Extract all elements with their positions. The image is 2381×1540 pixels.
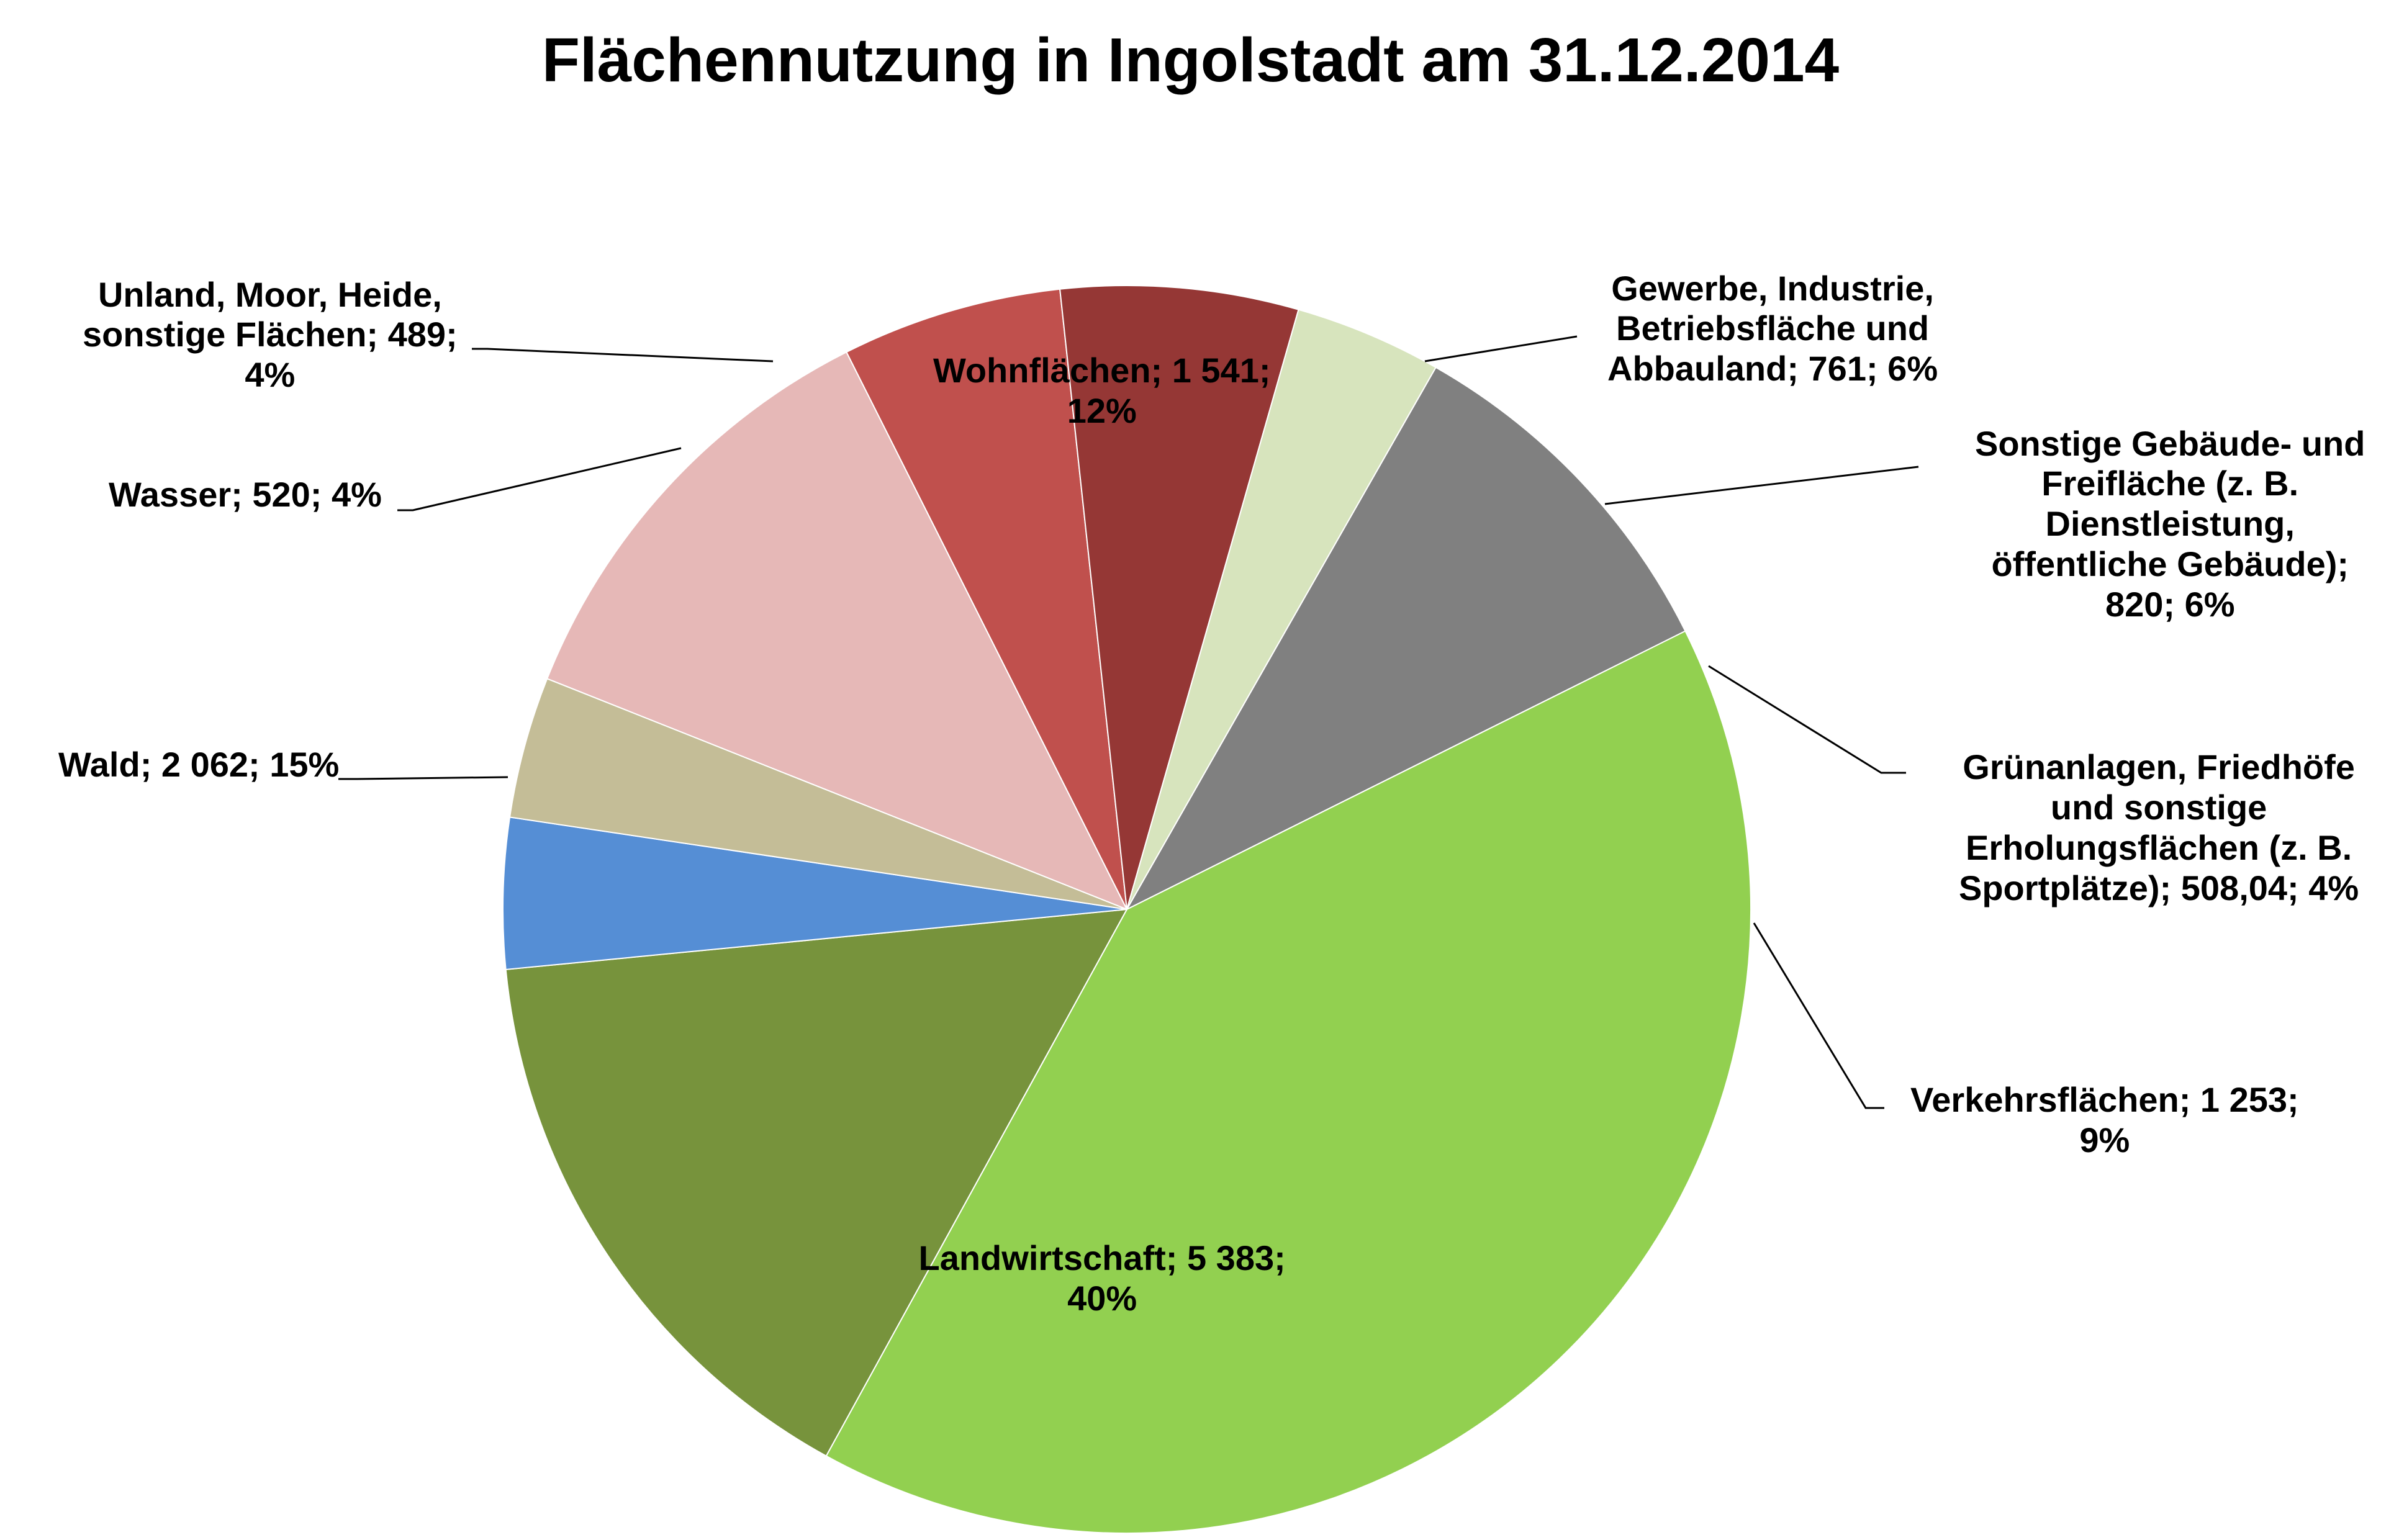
data-label-line: Wasser; 520; 4% [109,474,382,514]
data-label-line: Dienstleistung, [2045,504,2295,544]
data-label-landwirtschaft: Landwirtschaft; 5 383; 40% [919,1238,1286,1319]
data-label-line: Verkehrsflächen; 1 253; [1910,1080,2299,1119]
data-label-unland: Unland, Moor, Heide, sonstige Flächen; 48… [83,275,458,396]
data-label-line: Landwirtschaft; 5 383; [918,1238,1286,1277]
data-label-line: 820; 6% [2105,585,2235,624]
data-label-wohnflaechen: Wohnflächen; 1 541; 12% [933,351,1271,431]
leader-line-verkehrsflaechen [1753,922,1884,1109]
leader-line-gruenanlagen [1708,665,1906,774]
data-label-line: Sportplätze); 508,04; 4% [1959,868,2359,907]
leader-line-gewerbe [1424,335,1578,362]
data-label-line: Freifläche (z. B. [2041,464,2299,503]
data-label-line: Unland, Moor, Heide, [97,274,442,314]
data-label-gruenanlagen: Grünanlagen, Friedhöfe und sonstige Erholu… [1959,747,2359,909]
data-label-wald: Wald; 2 062; 15% [58,745,339,785]
pie-slice-verkehrsflaechen [1125,366,1686,911]
pie-slice-wasser [502,816,1127,971]
data-label-line: öffentliche Gebäude); [1991,544,2349,584]
data-label-line: Gewerbe, Industrie, [1611,268,1934,308]
pie-slice-unland [508,678,1127,910]
pie-slice-gruenanlagen [1126,308,1437,910]
pie-slice-landwirtschaft [825,630,1751,1534]
chart-title: Flächennutzung in Ingolstadt am 31.12.20… [541,25,1840,95]
data-label-line: 9% [2079,1120,2130,1160]
data-label-line: Wald; 2 062; 15% [58,744,340,784]
data-label-line: Erholungsflächen (z. B. [1965,827,2352,867]
data-label-line: sonstige Flächen; 489; [83,315,458,354]
data-label-line: 40% [1067,1278,1137,1318]
data-label-line: 4% [245,355,296,395]
leader-line-unland [472,348,774,362]
data-label-line: Sonstige Gebäude- und [1975,423,2365,463]
data-label-line: Wohnflächen; 1 541; [933,351,1271,390]
data-label-wasser: Wasser; 520; 4% [109,475,382,515]
data-label-line: und sonstige [2050,787,2267,827]
pie-slice-gewerbe [846,288,1127,910]
data-label-line: Abbauland; 761; 6% [1607,349,1938,389]
data-label-gewerbe: Gewerbe, Industrie, Betriebsfläche und Abb… [1607,269,1938,390]
data-label-line: Betriebsfläche und [1616,308,1930,348]
leader-line-sonstige-gebaeude [1604,466,1919,505]
data-label-verkehrsflaechen: Verkehrsflächen; 1 253; 9% [1910,1080,2299,1161]
leader-line-wald [338,776,508,780]
pie-slice-wohnflaechen [546,351,1129,911]
data-label-line: Grünanlagen, Friedhöfe [1963,747,2355,786]
pie-slice-sonstige-gebaeude [1059,285,1299,910]
data-label-sonstige-gebaeude: Sonstige Gebäude- und Freifläche (z. B. Di… [1975,424,2365,626]
pie-slice-wald [505,908,1128,1457]
leader-line-wasser [397,447,682,511]
data-label-line: 12% [1067,390,1137,430]
